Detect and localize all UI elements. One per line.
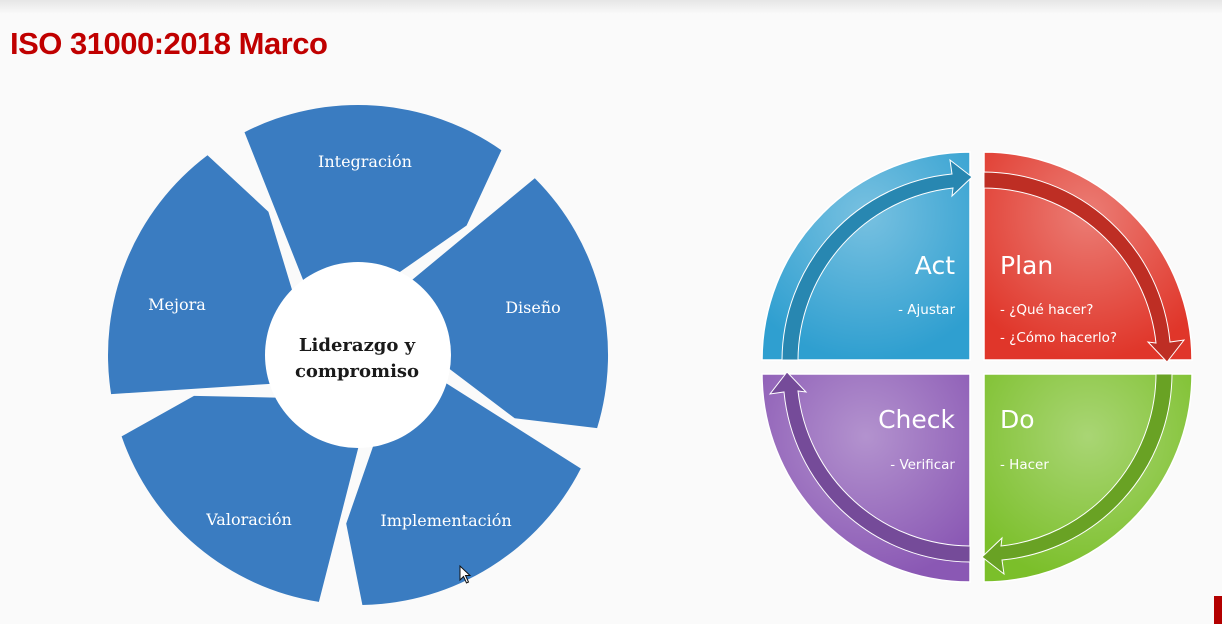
do-arrow	[981, 373, 1173, 576]
segment-label-implementacion: Implementación	[380, 511, 511, 530]
act-heading: Act	[915, 251, 955, 280]
wheel-segment-diseno	[408, 178, 609, 429]
plan-item-2: - ¿Cómo hacerlo?	[1000, 330, 1117, 346]
do-item-1: - Hacer	[1000, 457, 1049, 473]
do-heading: Do	[1000, 405, 1035, 434]
page-title: ISO 31000:2018 Marco	[10, 26, 328, 61]
check-item-1: - Verificar	[890, 457, 955, 473]
framework-wheel: Liderazgo y compromiso Integración Diseñ…	[108, 104, 609, 605]
mouse-cursor-icon	[459, 564, 472, 584]
wheel-segment-mejora	[108, 155, 294, 395]
plan-arrow	[983, 171, 1186, 363]
pdca-quadrant-do: Do - Hacer	[981, 373, 1193, 583]
center-label-line-2: compromiso	[295, 361, 419, 382]
corner-logo-fragment	[1214, 596, 1222, 624]
act-item-1: - Ajustar	[898, 302, 955, 318]
segment-label-diseno: Diseño	[505, 298, 561, 317]
act-arrow	[781, 158, 973, 361]
center-circle	[265, 262, 451, 448]
segment-label-integracion: Integración	[318, 152, 412, 171]
center-label-line-1: Liderazgo y	[299, 335, 416, 356]
wheel-segment-integracion	[244, 104, 502, 285]
wheel-segment-implementacion	[346, 380, 581, 605]
pdca-quadrant-check: Check - Verificar	[761, 371, 971, 583]
pdca-quadrant-plan: Plan - ¿Qué hacer? - ¿Cómo hacerlo?	[983, 151, 1193, 363]
plan-heading: Plan	[1000, 251, 1053, 280]
check-heading: Check	[878, 405, 955, 434]
wheel-segment-valoracion	[121, 395, 360, 602]
pdca-cycle: Act - Ajustar Plan - ¿Qué hacer? - ¿Cómo…	[761, 151, 1193, 583]
top-bar	[0, 0, 1222, 14]
plan-item-1: - ¿Qué hacer?	[1000, 302, 1093, 318]
segment-label-valoracion: Valoración	[205, 510, 292, 529]
pdca-quadrant-act: Act - Ajustar	[761, 151, 973, 361]
segment-label-mejora: Mejora	[148, 295, 206, 314]
check-arrow	[768, 371, 971, 563]
